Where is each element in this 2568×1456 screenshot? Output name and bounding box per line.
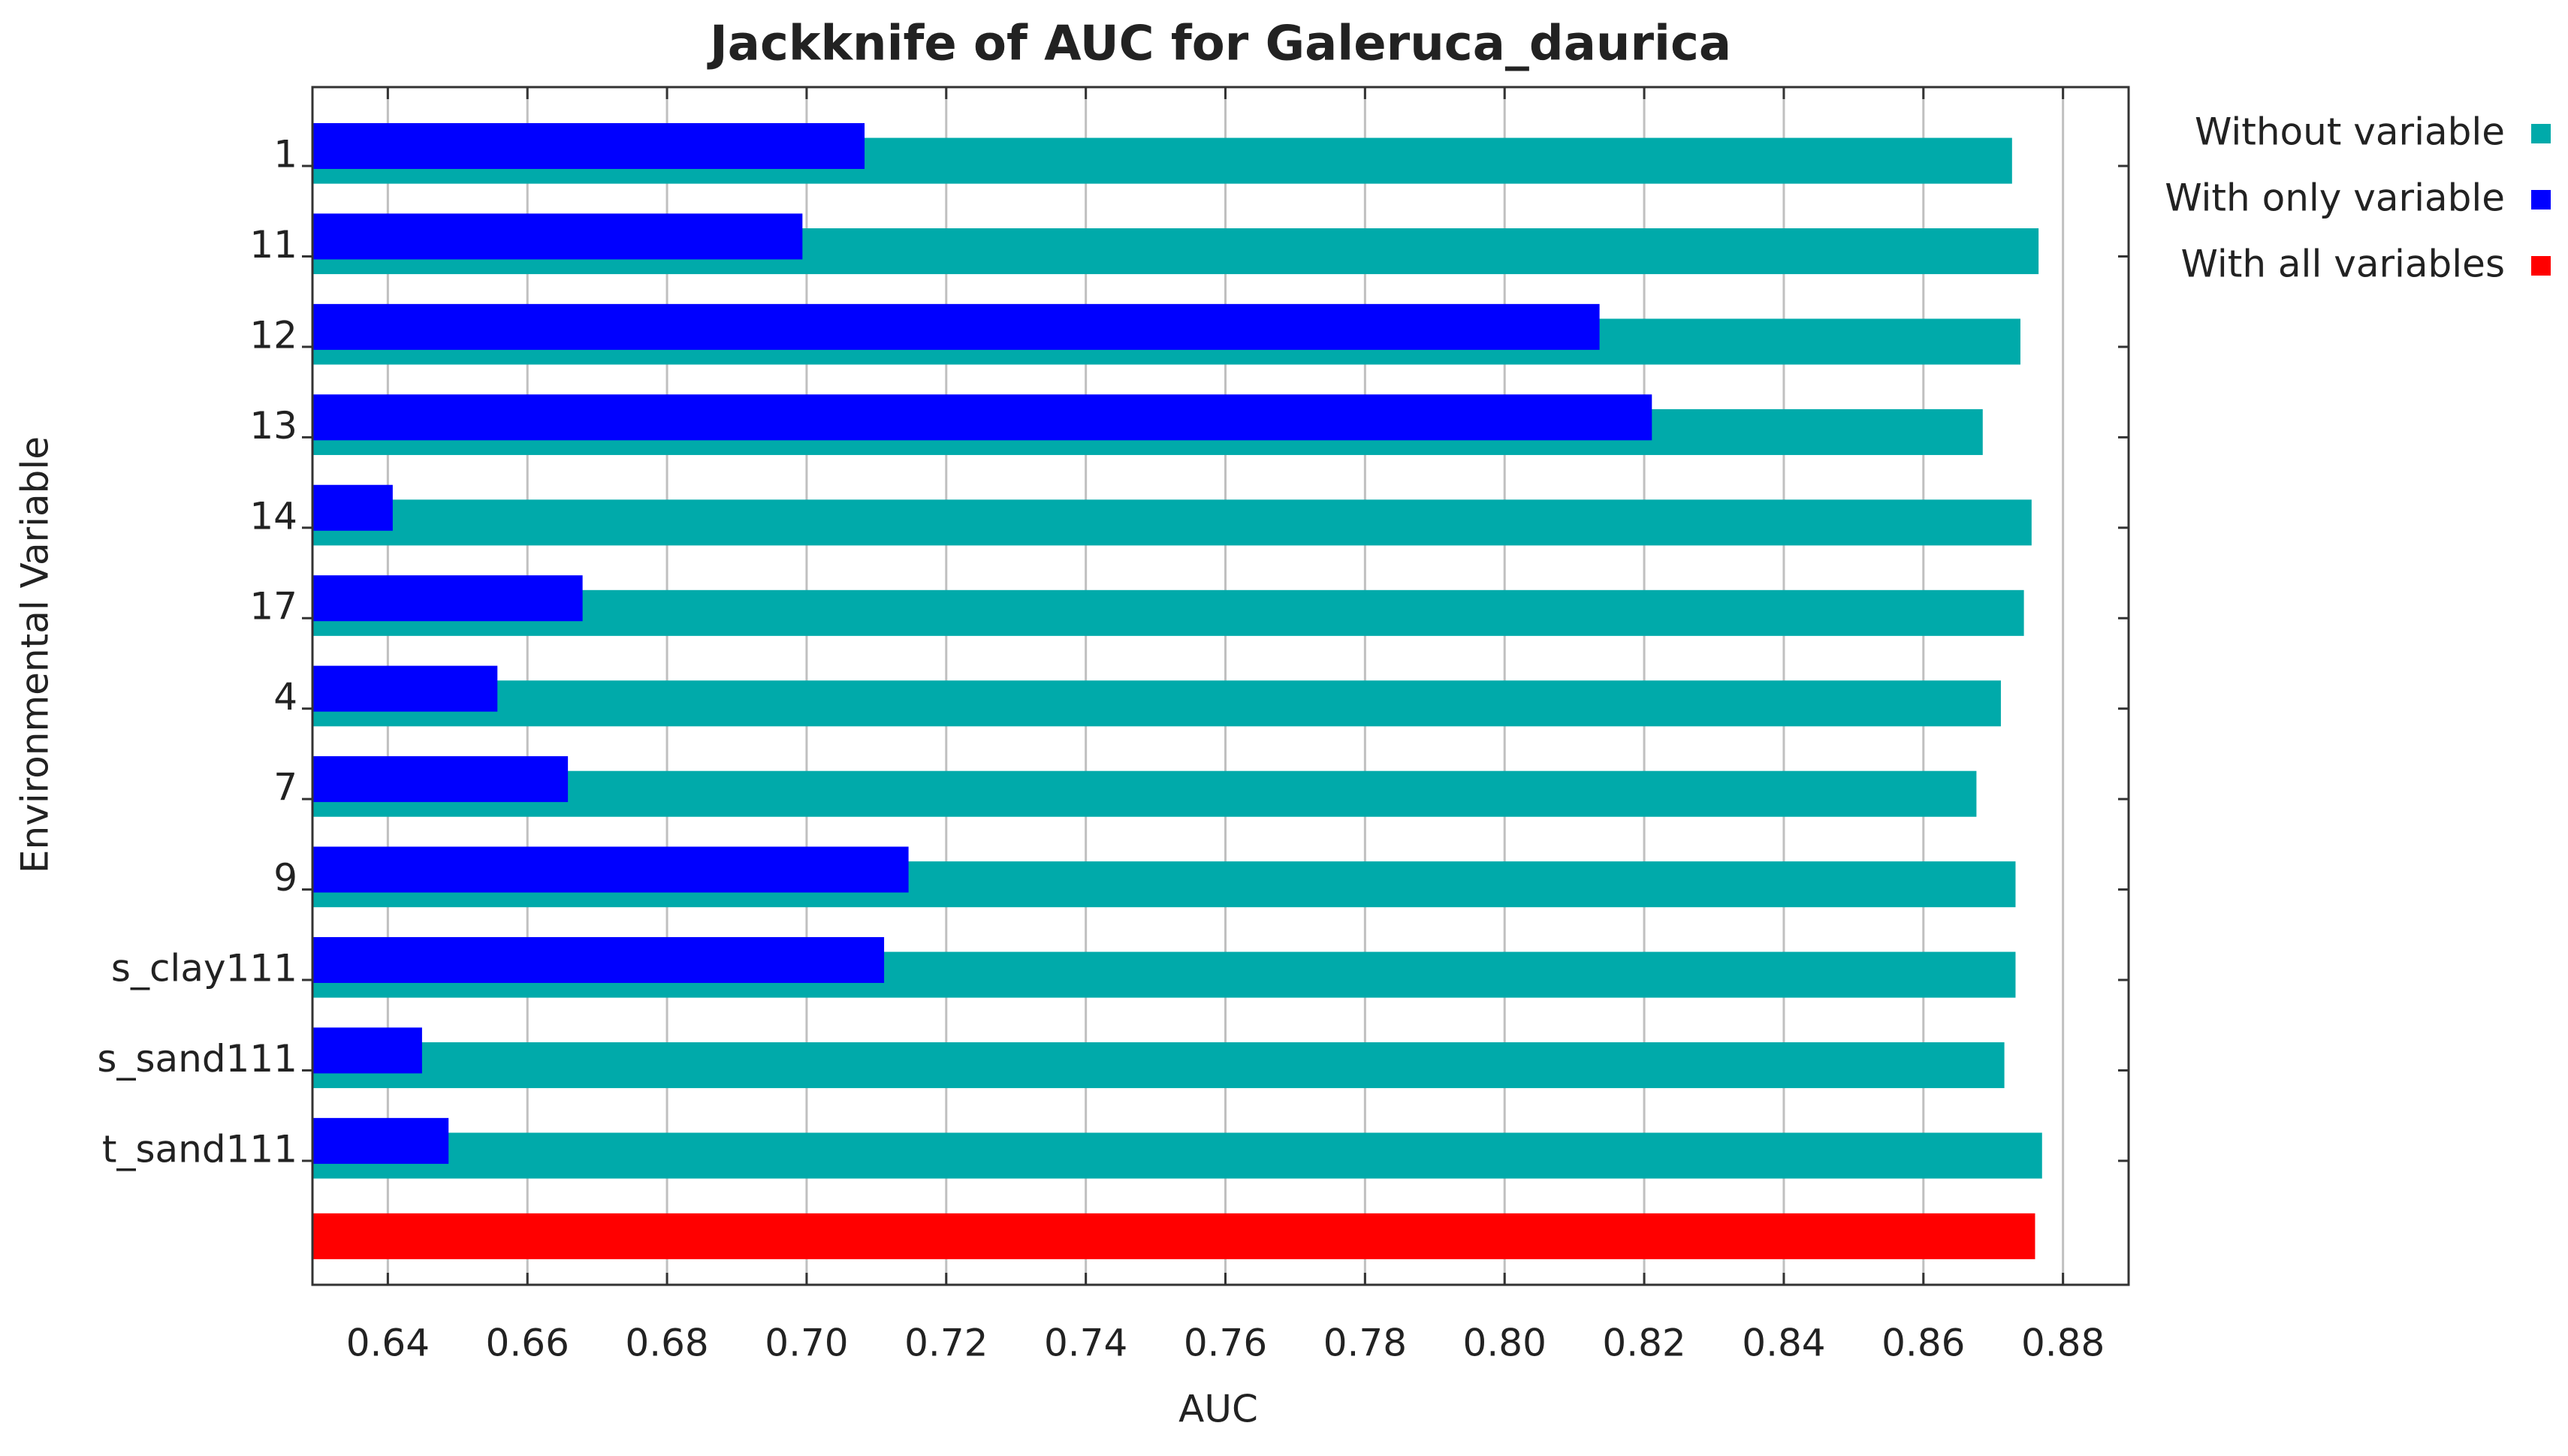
bar <box>312 1027 422 1074</box>
legend-swatch <box>2531 256 2551 276</box>
y-tick-label: s_sand111 <box>97 1037 297 1081</box>
x-tick-label: 0.70 <box>765 1322 848 1365</box>
x-tick-label: 0.84 <box>1742 1322 1825 1365</box>
bar <box>312 756 569 803</box>
bar <box>312 484 393 531</box>
y-tick-label: 4 <box>273 675 297 719</box>
bar <box>312 1042 2005 1089</box>
y-tick-label: 12 <box>249 313 297 357</box>
x-tick-label: 0.82 <box>1602 1322 1685 1365</box>
x-tick-label: 0.88 <box>2021 1322 2105 1365</box>
legend-label: With all variables <box>2181 243 2506 286</box>
bar <box>312 1117 449 1164</box>
bar <box>312 1213 2035 1259</box>
x-tick-label: 0.76 <box>1184 1322 1267 1365</box>
bar <box>312 770 1977 817</box>
x-tick-label: 0.66 <box>486 1322 569 1365</box>
bar <box>312 122 865 169</box>
x-tick-label: 0.74 <box>1044 1322 1127 1365</box>
legend-label: With only variable <box>2165 176 2505 220</box>
bar <box>312 303 1600 350</box>
y-tick-label: 14 <box>249 494 297 538</box>
chart-title: Jackknife of AUC for Galeruca_daurica <box>707 17 1731 72</box>
plot-frame <box>311 86 2130 1286</box>
bar <box>312 936 885 984</box>
x-tick-label: 0.86 <box>1881 1322 1965 1365</box>
bar <box>312 665 498 712</box>
x-axis-label: AUC <box>1178 1388 1258 1431</box>
y-tick-label: 7 <box>273 766 297 809</box>
bar <box>312 680 2001 727</box>
x-tick-label: 0.78 <box>1323 1322 1407 1365</box>
x-tick-label: 0.72 <box>904 1322 988 1365</box>
legend-swatch <box>2531 124 2551 143</box>
legend-swatch <box>2531 190 2551 210</box>
bar <box>312 575 583 622</box>
bar <box>312 394 1652 441</box>
y-tick-label: 17 <box>249 585 297 629</box>
y-tick-label: s_clay111 <box>111 947 297 990</box>
legend-label: Without variable <box>2195 110 2505 154</box>
y-tick-label: t_sand111 <box>102 1127 297 1171</box>
y-tick-label: 11 <box>249 223 297 267</box>
bar <box>312 846 909 893</box>
y-axis-label: Environmental Variable <box>14 436 57 873</box>
bar <box>312 589 2024 636</box>
bar <box>312 499 2032 546</box>
y-tick-label: 13 <box>249 404 297 448</box>
bar <box>312 213 803 260</box>
y-tick-label: 1 <box>273 133 297 176</box>
y-tick-label: 9 <box>273 856 297 900</box>
x-tick-label: 0.68 <box>625 1322 708 1365</box>
x-tick-label: 0.64 <box>346 1322 430 1365</box>
x-tick-label: 0.80 <box>1463 1322 1547 1365</box>
bar <box>312 1132 2042 1179</box>
